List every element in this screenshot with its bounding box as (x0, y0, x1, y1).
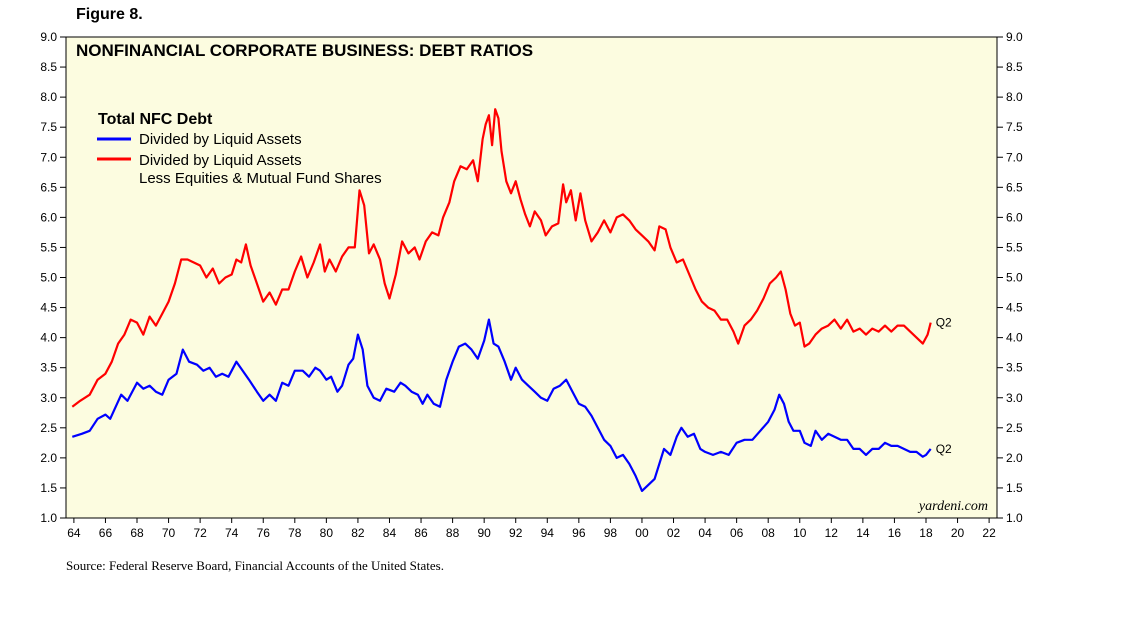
x-tick-label: 74 (225, 526, 239, 540)
x-tick-label: 64 (67, 526, 81, 540)
x-tick-label: 00 (635, 526, 649, 540)
y-tick-label-left: 6.0 (40, 210, 57, 224)
y-axis-right: 1.0 1.5 2.0 2.5 3.0 3.5 4.0 4.5 5.0 5.5 6.0 6.5 7.0 7… (997, 30, 1023, 525)
x-tick-label: 18 (919, 526, 933, 540)
y-tick-label-right: 1.5 (1006, 481, 1023, 495)
x-tick-label: 84 (383, 526, 397, 540)
x-tick-label: 78 (288, 526, 302, 540)
y-tick-label-left: 8.5 (40, 60, 57, 74)
x-tick-label: 02 (667, 526, 681, 540)
x-tick-label: 16 (888, 526, 902, 540)
x-tick-label: 06 (730, 526, 744, 540)
x-tick-label: 88 (446, 526, 460, 540)
x-tick-label: 66 (99, 526, 113, 540)
x-tick-label: 12 (825, 526, 839, 540)
y-tick-label-right: 3.0 (1006, 391, 1023, 405)
y-tick-label-right: 8.5 (1006, 60, 1023, 74)
x-tick-label: 20 (951, 526, 965, 540)
figure-label: Figure 8. (76, 6, 143, 23)
x-tick-label: 10 (793, 526, 807, 540)
y-tick-label-right: 9.0 (1006, 30, 1023, 44)
y-tick-label-left: 6.5 (40, 180, 57, 194)
x-tick-label: 76 (257, 526, 271, 540)
debt-ratio-chart: 1.0 1.5 2.0 2.5 3.0 3.5 4.0 4.5 5.0 5.5 6.0 6.5 7.0 7… (40, 30, 1023, 540)
x-tick-label: 22 (982, 526, 996, 540)
x-tick-label: 82 (351, 526, 365, 540)
x-tick-label: 98 (604, 526, 618, 540)
y-tick-label-left: 3.5 (40, 361, 57, 375)
chart-credit: yardeni.com (917, 499, 988, 514)
y-tick-label-left: 1.5 (40, 481, 57, 495)
y-tick-label-left: 4.5 (40, 301, 57, 315)
x-tick-label: 70 (162, 526, 176, 540)
x-tick-label: 92 (509, 526, 523, 540)
end-label-liquid: Q2 (936, 442, 952, 456)
y-tick-label-left: 7.5 (40, 120, 57, 134)
x-tick-label: 08 (762, 526, 776, 540)
legend-title: Total NFC Debt (98, 111, 213, 128)
y-tick-label-left: 1.0 (40, 511, 57, 525)
end-label-less-equities: Q2 (936, 316, 952, 330)
y-tick-label-right: 6.0 (1006, 210, 1023, 224)
y-tick-label-right: 2.0 (1006, 451, 1023, 465)
y-tick-label-right: 5.0 (1006, 271, 1023, 285)
y-tick-label-left: 9.0 (40, 30, 57, 44)
y-tick-label-right: 7.5 (1006, 120, 1023, 134)
legend-label-liquid: Divided by Liquid Assets (139, 131, 302, 148)
y-tick-label-right: 6.5 (1006, 180, 1023, 194)
x-tick-label: 96 (572, 526, 586, 540)
y-tick-label-left: 7.0 (40, 150, 57, 164)
x-axis: 64 66 68 70 72 74 76 78 80 82 84 86 88 90 92 94 96 98 00 02… (67, 518, 996, 540)
y-tick-label-left: 5.0 (40, 271, 57, 285)
x-tick-label: 80 (320, 526, 334, 540)
x-tick-label: 68 (130, 526, 144, 540)
series-line-less-equities (71, 108, 932, 408)
y-tick-label-right: 2.5 (1006, 421, 1023, 435)
y-tick-label-left: 2.5 (40, 421, 57, 435)
y-tick-label-right: 8.0 (1006, 90, 1023, 104)
chart-title: NONFINANCIAL CORPORATE BUSINESS: DEBT RA… (76, 41, 533, 60)
y-tick-label-left: 2.0 (40, 451, 57, 465)
x-tick-label: 86 (414, 526, 428, 540)
x-tick-label: 90 (477, 526, 491, 540)
y-tick-label-right: 1.0 (1006, 511, 1023, 525)
y-tick-label-right: 7.0 (1006, 150, 1023, 164)
y-tick-label-left: 4.0 (40, 331, 57, 345)
y-tick-label-left: 3.0 (40, 391, 57, 405)
y-tick-label-right: 4.0 (1006, 331, 1023, 345)
x-tick-label: 04 (698, 526, 712, 540)
y-tick-label-left: 5.5 (40, 240, 57, 254)
y-tick-label-right: 3.5 (1006, 361, 1023, 375)
series-layer: Q2 Q2 (71, 108, 952, 492)
legend: Total NFC Debt Divided by Liquid Assets … (97, 111, 382, 187)
y-tick-label-left: 8.0 (40, 90, 57, 104)
y-axis-left: 1.0 1.5 2.0 2.5 3.0 3.5 4.0 4.5 5.0 5.5 6.0 6.5 7.0 7… (40, 30, 66, 525)
x-tick-label: 14 (856, 526, 870, 540)
y-tick-label-right: 4.5 (1006, 301, 1023, 315)
source-note: Source: Federal Reserve Board, Financial… (66, 558, 444, 573)
x-tick-label: 94 (541, 526, 555, 540)
x-tick-label: 72 (193, 526, 207, 540)
series-line-liquid (71, 318, 932, 492)
legend-label-less-equities-line2: Less Equities & Mutual Fund Shares (139, 170, 382, 187)
legend-label-less-equities: Divided by Liquid Assets (139, 152, 302, 169)
y-tick-label-right: 5.5 (1006, 240, 1023, 254)
